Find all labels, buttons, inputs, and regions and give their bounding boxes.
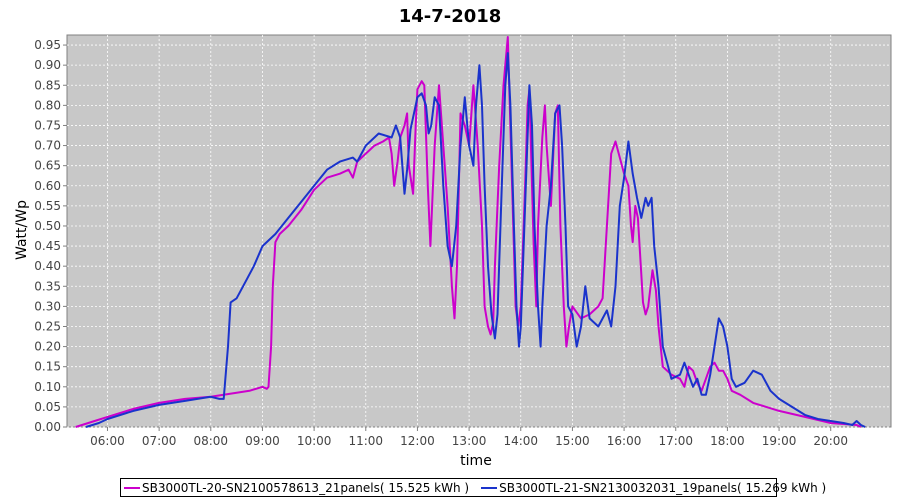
y-tick-label: 0.50 bbox=[34, 219, 61, 233]
series-lines bbox=[75, 36, 866, 428]
x-tick-label: 19:00 bbox=[762, 434, 797, 448]
x-tick-label: 18:00 bbox=[710, 434, 745, 448]
x-tick-label: 20:00 bbox=[813, 434, 848, 448]
y-tick-label: 0.85 bbox=[34, 78, 61, 92]
legend-swatch-2 bbox=[481, 486, 498, 489]
x-tick-label: 17:00 bbox=[658, 434, 693, 448]
series-line-2 bbox=[85, 52, 866, 428]
x-axis-label: time bbox=[460, 453, 492, 469]
y-tick-label: 0.75 bbox=[34, 118, 61, 132]
x-tick-label: 08:00 bbox=[193, 434, 228, 448]
x-tick-label: 09:00 bbox=[245, 434, 280, 448]
y-tick-label: 0.65 bbox=[34, 159, 61, 173]
x-tick-label: 10:00 bbox=[297, 434, 332, 448]
plot-area bbox=[66, 34, 892, 428]
y-tick-label: 0.95 bbox=[34, 38, 61, 52]
x-tick-label: 16:00 bbox=[607, 434, 642, 448]
x-tick-label: 15:00 bbox=[555, 434, 590, 448]
y-tick-label: 0.60 bbox=[34, 179, 61, 193]
x-tick-label: 14:00 bbox=[503, 434, 538, 448]
y-tick-label: 0.80 bbox=[34, 98, 61, 112]
y-tick-label: 0.30 bbox=[34, 299, 61, 313]
legend-label-2: SB3000TL-21-SN2130032031_19panels( 15.26… bbox=[499, 480, 827, 495]
x-axis: 06:00 07:00 08:00 09:00 10:00 11:00 12:00 13:00… bbox=[90, 427, 848, 448]
x-tick-label: 12:00 bbox=[400, 434, 435, 448]
x-tick-label: 06:00 bbox=[90, 434, 125, 448]
y-axis: 0.00 0.05 0.10 0.15 0.20 0.25 0.30 0.35 0.40 0.45… bbox=[34, 38, 67, 434]
y-tick-label: 0.55 bbox=[34, 199, 61, 213]
y-tick-label: 0.90 bbox=[34, 58, 61, 72]
legend-label-1: SB3000TL-20-SN2100578613_21panels( 15.52… bbox=[142, 480, 470, 495]
y-tick-label: 0.15 bbox=[34, 360, 61, 374]
legend-swatch-1 bbox=[124, 486, 140, 489]
y-tick-label: 0.70 bbox=[34, 139, 61, 153]
y-tick-label: 0.40 bbox=[34, 259, 61, 273]
y-tick-label: 0.20 bbox=[34, 340, 61, 354]
legend: SB3000TL-20-SN2100578613_21panels( 15.52… bbox=[120, 478, 826, 497]
y-tick-label: 0.25 bbox=[34, 319, 61, 333]
legend-item-series-1: SB3000TL-20-SN2100578613_21panels( 15.52… bbox=[124, 481, 469, 495]
legend-item-series-2: SB3000TL-21-SN2130032031_19panels( 15.26… bbox=[481, 481, 826, 495]
y-tick-label: 0.10 bbox=[34, 380, 61, 394]
y-tick-label: 0.45 bbox=[34, 239, 61, 253]
x-tick-label: 13:00 bbox=[452, 434, 487, 448]
y-tick-label: 0.35 bbox=[34, 279, 61, 293]
x-tick-label: 07:00 bbox=[142, 434, 177, 448]
y-tick-label: 0.05 bbox=[34, 400, 61, 414]
y-axis-label: Watt/Wp bbox=[14, 200, 30, 260]
y-tick-label: 0.00 bbox=[34, 420, 61, 434]
chart-title: 14-7-2018 bbox=[399, 6, 502, 27]
x-tick-label: 11:00 bbox=[348, 434, 383, 448]
